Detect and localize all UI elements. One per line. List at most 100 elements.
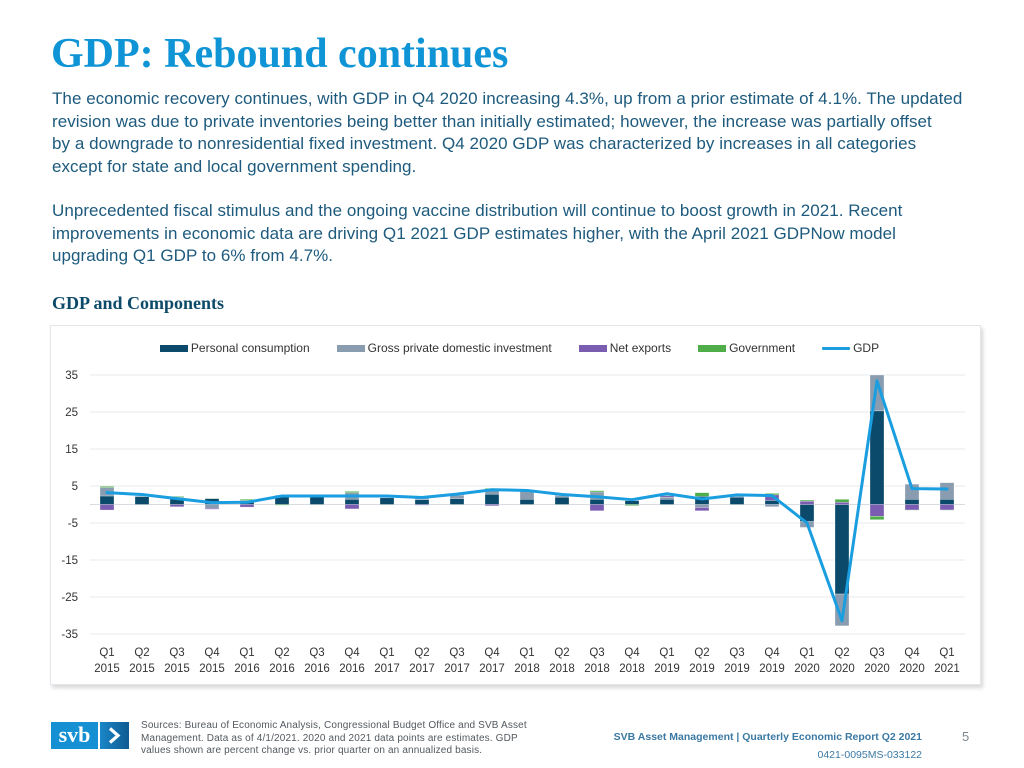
bar-net-exports [484, 504, 500, 506]
gdp-point [315, 494, 319, 498]
paragraph-line: upgrading Q1 GDP to 6% from 4.7%. [52, 246, 334, 265]
x-tick-year: 2015 [94, 663, 120, 675]
x-tick-quarter: Q2 [554, 647, 569, 659]
x-tick-year: 2016 [339, 663, 365, 675]
x-tick-quarter: Q3 [309, 647, 324, 659]
gdp-point [910, 487, 914, 490]
x-tick-quarter: Q3 [589, 647, 604, 659]
chevron-right-icon [100, 722, 129, 749]
y-tick-label: 15 [65, 444, 78, 456]
bar-gross-private-domestic-investment [694, 504, 710, 508]
paragraph-line: The economic recovery continues, with GD… [52, 89, 963, 108]
y-tick-label: -5 [68, 518, 78, 530]
x-tick-quarter: Q4 [204, 647, 220, 659]
bar-government [869, 516, 885, 520]
page-title: GDP: Rebound continues [51, 31, 509, 77]
bar-government [799, 499, 815, 502]
bar-government [344, 491, 360, 493]
chart-legend: Personal consumption Gross private domes… [59, 341, 980, 355]
gdp-series [105, 379, 949, 623]
gdp-point [175, 497, 179, 500]
legend-label: Government [729, 341, 796, 355]
y-tick-label: -35 [61, 629, 78, 641]
x-tick-year: 2017 [479, 663, 505, 675]
bar-government [694, 492, 710, 497]
legend-label: Gross private domestic investment [367, 341, 552, 355]
bar-net-exports [904, 504, 920, 511]
gdp-point [525, 489, 529, 492]
gdp-point [945, 487, 949, 491]
bar-personal-consumption [904, 499, 920, 505]
x-tick-year: 2020 [864, 663, 890, 675]
x-tick-quarter: Q1 [519, 647, 534, 659]
bar-net-exports [204, 507, 220, 510]
x-tick-year: 2018 [584, 663, 610, 675]
x-tick-quarter: Q4 [344, 647, 360, 659]
gdp-components-chart: 35 25 15 5 -5 -15 -25 -35 Q1 2015 Q2 2015 Q3 2015 Q4 20… [50, 325, 981, 685]
bar-net-exports [834, 502, 850, 505]
sources-line: Management. Data as of 4/1/2021. 2020 an… [141, 732, 518, 744]
bar-personal-consumption [344, 499, 360, 505]
bar-government [99, 486, 115, 488]
chevron-glyph [108, 727, 121, 744]
bar-personal-consumption [519, 499, 535, 505]
bar-government [274, 504, 290, 506]
document-code: 0421-0095MS-033122 [817, 749, 923, 761]
sources-note: Sources: Bureau of Economic Analysis, Co… [141, 720, 527, 758]
bar-gross-private-domestic-investment [939, 482, 955, 500]
x-tick-year: 2017 [444, 663, 470, 675]
bar-personal-consumption [414, 499, 430, 505]
y-tick-label: 5 [72, 481, 78, 493]
bar-personal-consumption [309, 496, 325, 505]
x-tick-quarter: Q3 [449, 647, 464, 659]
x-tick-year: 2019 [724, 663, 750, 675]
bar-net-exports [799, 500, 815, 505]
bar-personal-consumption [939, 499, 955, 505]
bar-net-exports [414, 504, 430, 506]
bar-net-exports [99, 504, 115, 511]
x-tick-quarter: Q3 [729, 647, 744, 659]
gdp-point [420, 496, 424, 499]
y-tick-label: -15 [61, 555, 78, 567]
bar-personal-consumption [729, 496, 745, 505]
bar-personal-consumption [554, 496, 570, 505]
x-tick-quarter: Q2 [694, 647, 709, 659]
x-tick-quarter: Q1 [99, 647, 114, 659]
gdp-point [595, 495, 599, 499]
bar-personal-consumption [99, 495, 115, 505]
gdp-point [700, 497, 704, 501]
x-tick-quarter: Q1 [659, 647, 674, 659]
x-tick-year: 2016 [269, 663, 295, 675]
x-tick-quarter: Q1 [379, 647, 394, 659]
gdp-point [560, 493, 564, 496]
bar-government [624, 504, 640, 506]
gdp-point [105, 491, 109, 495]
x-tick-quarter: Q2 [274, 647, 289, 659]
x-tick-year: 2015 [164, 663, 190, 675]
x-tick-year: 2019 [759, 663, 785, 675]
x-tick-year: 2020 [794, 663, 820, 675]
legend-item-gross-private-domestic-investment: Gross private domestic investment [336, 341, 552, 355]
y-tick-label: 25 [65, 407, 78, 419]
x-tick-year: 2015 [129, 663, 155, 675]
x-tick-quarter: Q2 [834, 647, 849, 659]
bar-personal-consumption [869, 410, 885, 505]
x-tick-year: 2018 [514, 663, 540, 675]
x-tick-year: 2016 [234, 663, 260, 675]
bar-government [589, 490, 605, 493]
sources-line: Sources: Bureau of Economic Analysis, Co… [141, 720, 527, 731]
svb-logo: svb [51, 722, 129, 749]
y-tick-label: -25 [61, 592, 78, 604]
legend-item-net-exports: Net exports [578, 341, 671, 355]
gdp-point [455, 492, 459, 496]
x-tick-year: 2019 [689, 663, 715, 675]
logo-wordmark: svb [51, 722, 98, 749]
x-tick-quarter: Q4 [904, 647, 920, 659]
bar-gross-private-domestic-investment [204, 504, 220, 509]
gdp-point [735, 493, 739, 497]
x-tick-quarter: Q3 [869, 647, 884, 659]
legend-label: Personal consumption [190, 341, 310, 355]
gdp-point [280, 494, 284, 498]
bar-personal-consumption [484, 493, 500, 505]
paragraph-line: except for state and local government sp… [52, 156, 417, 176]
